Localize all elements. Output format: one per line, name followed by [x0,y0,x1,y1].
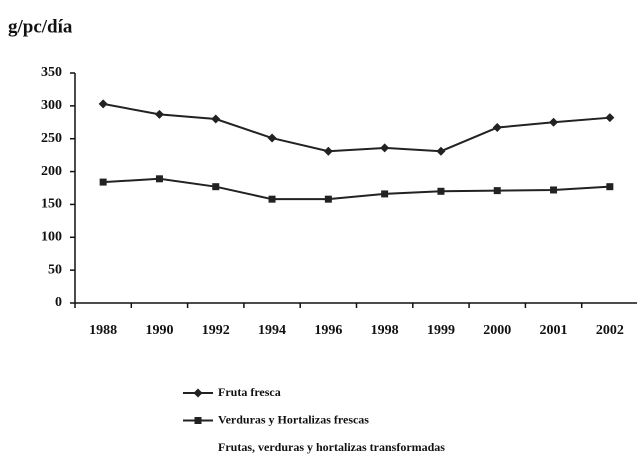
marker [154,109,164,119]
marker [155,175,163,183]
x-tick-label: 1990 [145,323,173,338]
marker [436,146,446,156]
x-tick-label: 2001 [540,323,568,338]
marker [212,183,220,191]
x-tick-label: 2000 [483,323,511,338]
legend-label: Fruta fresca [218,385,281,399]
y-tick-label: 0 [55,295,62,310]
x-tick-label: 2002 [596,323,624,338]
y-axis-label: g/pc/día [8,16,73,37]
y-tick-label: 350 [41,65,62,80]
series-line [102,102,610,153]
marker [437,187,445,195]
y-tick-label: 250 [41,131,62,146]
y-tick-label: 200 [41,164,62,179]
x-tick-label: 1994 [258,323,286,338]
y-tick-label: 150 [41,197,62,212]
legend-marker [194,417,202,424]
legend-marker [193,388,203,398]
x-tick-label: 1996 [314,323,342,338]
legend-label: Verduras y Hortalizas frescas [218,412,369,426]
marker [380,143,390,153]
marker [267,133,277,143]
marker [606,183,614,191]
x-tick-label: 1988 [89,323,117,338]
y-tick-label: 300 [41,98,62,113]
marker [99,178,107,186]
marker [605,113,615,123]
marker [268,195,276,203]
marker [323,146,333,156]
marker [381,190,389,198]
x-tick-label: 1999 [427,323,455,338]
legend-label: Frutas, verduras y hortalizas transforma… [218,440,445,454]
y-tick-label: 100 [41,230,62,245]
series-line [103,177,610,201]
x-tick-label: 1998 [371,323,399,338]
marker [493,187,501,195]
marker [550,186,558,194]
marker [492,123,502,133]
x-tick-label: 1992 [202,323,230,338]
y-tick-label: 50 [48,262,62,277]
marker [549,117,559,127]
marker [98,99,108,109]
marker [324,195,332,203]
marker [211,114,221,124]
